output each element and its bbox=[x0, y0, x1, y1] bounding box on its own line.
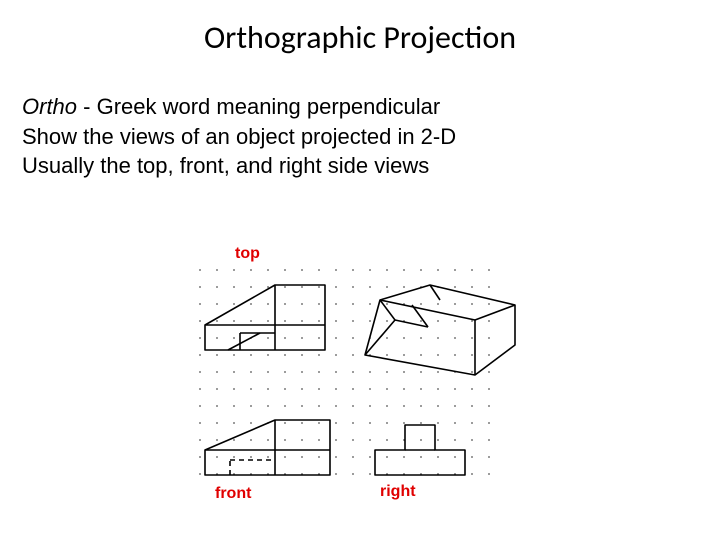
body-text: Ortho - Greek word meaning perpendicular… bbox=[0, 57, 720, 181]
body-line-2: Show the views of an object projected in… bbox=[22, 122, 720, 152]
iso-view bbox=[365, 285, 515, 375]
right-view bbox=[375, 425, 465, 475]
orthographic-diagram: top front right bbox=[180, 245, 550, 515]
body-line-3: Usually the top, front, and right side v… bbox=[22, 151, 720, 181]
body-line-1-rest: - Greek word meaning perpendicular bbox=[77, 94, 440, 119]
body-line-1: Ortho - Greek word meaning perpendicular bbox=[22, 92, 720, 122]
front-view bbox=[205, 420, 330, 475]
slide-title: Orthographic Projection bbox=[0, 0, 720, 57]
ortho-term: Ortho bbox=[22, 94, 77, 119]
views-svg bbox=[180, 245, 550, 515]
dot-grid bbox=[199, 269, 490, 475]
top-view bbox=[205, 285, 325, 350]
